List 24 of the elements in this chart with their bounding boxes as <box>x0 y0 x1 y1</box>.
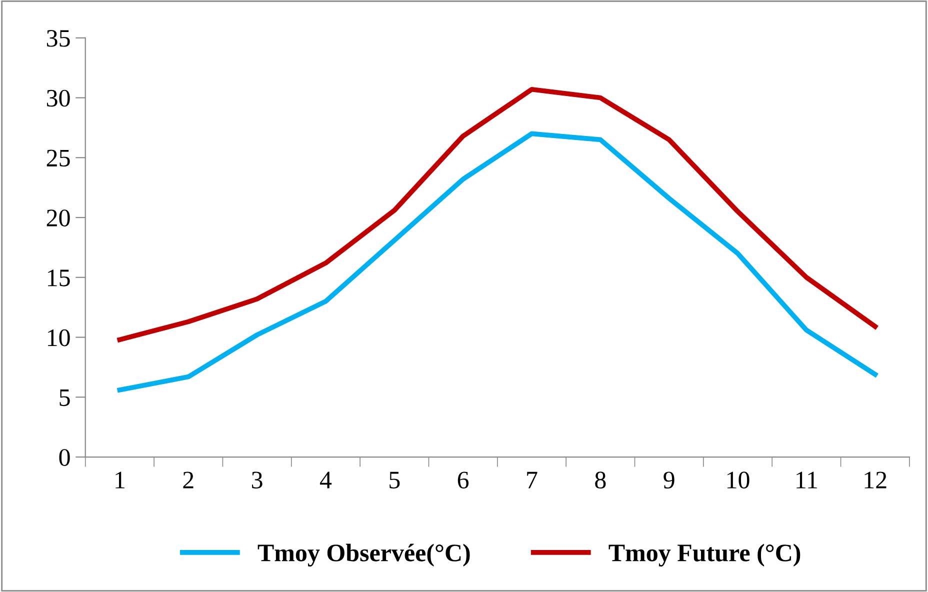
x-tick-label: 9 <box>664 472 674 489</box>
line-series <box>117 131 878 392</box>
x-tick-label: 5 <box>390 472 400 489</box>
y-tick-label: 5 <box>60 389 70 406</box>
x-tick-label: 3 <box>252 472 262 489</box>
x-tick-label: 12 <box>864 472 886 488</box>
x-tick-label: 4 <box>320 472 332 488</box>
y-tick-label: 20 <box>46 210 70 226</box>
y-tick-label: 25 <box>46 150 70 167</box>
legend-label: Tmoy Observée(°C) <box>258 544 470 567</box>
y-tick-label: 0 <box>59 449 70 466</box>
y-tick-label: 30 <box>46 90 70 107</box>
x-tick-label: 2 <box>183 472 194 488</box>
x-tick-label: 11 <box>796 472 817 488</box>
x-tick-label: 7 <box>527 472 538 488</box>
x-tick-label: 1 <box>116 472 124 488</box>
y-tick-label: 10 <box>48 329 70 346</box>
legend-label: Tmoy Future (°C) <box>608 544 800 567</box>
line-series <box>117 86 878 342</box>
x-tick-label: 8 <box>595 472 606 489</box>
y-tick-label: 15 <box>48 270 70 286</box>
x-tick-label: 6 <box>458 472 469 489</box>
x-tick-label: 10 <box>727 472 750 489</box>
y-tick-label: 35 <box>46 30 70 47</box>
